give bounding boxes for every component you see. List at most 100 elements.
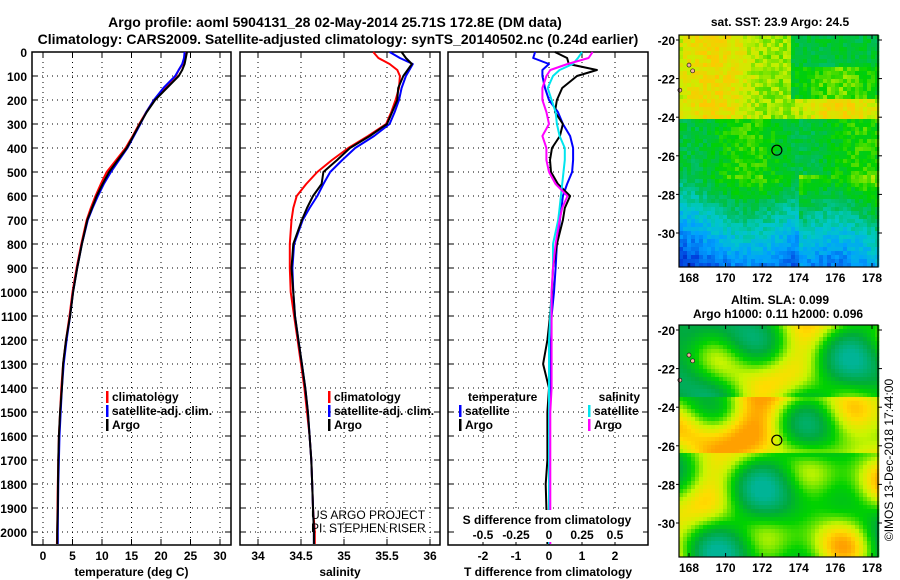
map-cell <box>831 449 836 454</box>
map-cell <box>751 255 756 260</box>
map-cell <box>847 485 852 490</box>
map-cell <box>683 325 688 330</box>
map-cell <box>743 167 748 172</box>
map-cell <box>719 103 724 108</box>
map-cell <box>875 449 880 454</box>
map-cell <box>807 441 812 446</box>
map-cell <box>803 469 808 474</box>
map-cell <box>715 457 720 462</box>
map-cell <box>851 247 856 252</box>
map-cell <box>851 263 856 268</box>
map-cell <box>803 103 808 108</box>
map-cell <box>763 159 768 164</box>
map-cell <box>787 469 792 474</box>
map-cell <box>763 441 768 446</box>
map-cell <box>727 111 732 116</box>
map-cell <box>803 47 808 52</box>
map-cell <box>799 385 804 390</box>
map-cell <box>843 155 848 160</box>
map-lat-label: -30 <box>658 227 676 241</box>
map-cell <box>779 211 784 216</box>
map-cell <box>863 255 868 260</box>
map-cell <box>783 243 788 248</box>
map-cell <box>707 349 712 354</box>
map-cell <box>827 163 832 168</box>
map-cell <box>799 263 804 268</box>
map-cell <box>787 179 792 184</box>
map-cell <box>867 337 872 342</box>
map-cell <box>735 191 740 196</box>
map-cell <box>707 485 712 490</box>
map-cell <box>691 345 696 350</box>
map-cell <box>755 155 760 160</box>
map-cell <box>811 143 816 148</box>
map-cell <box>791 365 796 370</box>
map-cell <box>843 227 848 232</box>
map-cell <box>715 35 720 40</box>
map-cell <box>747 365 752 370</box>
map-cell <box>679 47 684 52</box>
map-cell <box>863 231 868 236</box>
map-cell <box>739 369 744 374</box>
map-cell <box>695 107 700 112</box>
map-cell <box>791 239 796 244</box>
map-cell <box>859 255 864 260</box>
map-cell <box>871 227 876 232</box>
map-cell <box>839 365 844 370</box>
map-cell <box>751 325 756 330</box>
map-cell <box>815 99 820 104</box>
map-cell <box>719 71 724 76</box>
map-cell <box>863 243 868 248</box>
map-cell <box>687 155 692 160</box>
map-cell <box>755 191 760 196</box>
map-cell <box>823 195 828 200</box>
map-cell <box>679 385 684 390</box>
map-cell <box>715 151 720 156</box>
map-cell <box>743 325 748 330</box>
map-cell <box>867 223 872 228</box>
map-cell <box>775 377 780 382</box>
map-cell <box>827 183 832 188</box>
map-cell <box>747 333 752 338</box>
map-cell <box>799 227 804 232</box>
map-cell <box>779 421 784 426</box>
map-cell <box>759 99 764 104</box>
map-cell <box>831 393 836 398</box>
map-cell <box>699 345 704 350</box>
map-cell <box>751 421 756 426</box>
map-cell <box>759 135 764 140</box>
map-cell <box>727 239 732 244</box>
map-cell <box>699 135 704 140</box>
map-cell <box>699 255 704 260</box>
map-cell <box>751 381 756 386</box>
map-cell <box>687 437 692 442</box>
map-cell <box>815 337 820 342</box>
map-cell <box>711 381 716 386</box>
map-cell <box>843 135 848 140</box>
map-cell <box>783 247 788 252</box>
map-cell <box>875 349 880 354</box>
map-cell <box>695 259 700 264</box>
map-cell <box>847 405 852 410</box>
map-cell <box>799 179 804 184</box>
map-cell <box>727 405 732 410</box>
map-cell <box>839 453 844 458</box>
map-cell <box>847 437 852 442</box>
map-cell <box>707 405 712 410</box>
map-cell <box>715 247 720 252</box>
map-cell <box>699 43 704 48</box>
map-cell <box>827 51 832 56</box>
map-cell <box>735 215 740 220</box>
map-cell <box>871 135 876 140</box>
map-cell <box>811 231 816 236</box>
map-cell <box>847 481 852 486</box>
map-cell <box>715 103 720 108</box>
map-cell <box>723 247 728 252</box>
map-cell <box>691 167 696 172</box>
map-cell <box>823 87 828 92</box>
map-cell <box>751 329 756 334</box>
map-cell <box>839 259 844 264</box>
map-cell <box>755 231 760 236</box>
map-cell <box>827 119 832 124</box>
map-cell <box>819 139 824 144</box>
